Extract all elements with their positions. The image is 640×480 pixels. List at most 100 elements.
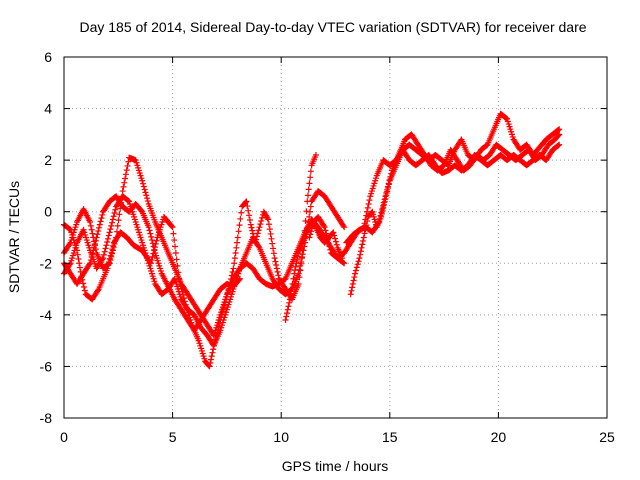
data-point (298, 255, 305, 262)
data-point (355, 258, 362, 265)
data-point (249, 227, 256, 234)
data-point (246, 212, 253, 219)
data-point (360, 234, 367, 241)
data-point (339, 255, 346, 262)
y-tick-label: -4 (40, 307, 53, 323)
data-point (93, 234, 100, 241)
data-point (86, 261, 93, 268)
data-point (257, 221, 264, 228)
data-point (245, 207, 252, 214)
data-point (112, 237, 119, 244)
data-point (74, 251, 81, 258)
data-point (288, 286, 295, 293)
data-point (75, 255, 82, 262)
data-point (381, 196, 388, 203)
data-point (91, 240, 98, 247)
data-point (106, 260, 113, 267)
y-tick-label: 0 (44, 204, 52, 220)
plot-frame (63, 56, 608, 419)
data-point (141, 186, 148, 193)
data-point (107, 226, 114, 233)
data-point (286, 299, 293, 306)
data-point (264, 215, 271, 222)
data-point (233, 244, 240, 251)
data-point (107, 257, 114, 264)
data-point (555, 142, 562, 149)
data-point (375, 220, 382, 227)
data-point (92, 237, 99, 244)
data-point (80, 280, 87, 287)
data-point (358, 244, 365, 251)
data-point (118, 193, 125, 200)
data-point (307, 174, 314, 181)
data-point (348, 287, 355, 294)
data-point (122, 171, 129, 178)
data-point (151, 246, 158, 253)
data-point (172, 249, 179, 256)
data-point (149, 240, 156, 247)
data-point (357, 248, 364, 255)
data-point (140, 180, 147, 187)
data-point (121, 179, 128, 186)
data-point (359, 224, 366, 231)
data-point (259, 214, 266, 221)
data-point (232, 249, 239, 256)
x-tick-label: 10 (273, 429, 289, 445)
data-point (295, 280, 302, 287)
data-point (111, 210, 118, 217)
data-point (235, 228, 242, 235)
data-point (76, 264, 83, 271)
data-point (105, 232, 112, 239)
data-point (255, 243, 262, 250)
data-point (353, 264, 360, 271)
data-point (66, 226, 73, 233)
data-point (294, 256, 301, 263)
data-point (306, 180, 313, 187)
data-point (237, 215, 244, 222)
data-point (172, 243, 179, 250)
data-points (61, 110, 563, 370)
data-point (307, 168, 314, 175)
data-point (322, 227, 329, 234)
data-point (89, 230, 96, 237)
data-point (352, 267, 359, 274)
data-point (287, 291, 294, 298)
data-point (271, 255, 278, 262)
data-point (253, 233, 260, 240)
data-point (326, 243, 333, 250)
data-point (349, 284, 356, 291)
data-point (108, 253, 115, 260)
data-point (115, 217, 122, 224)
data-point (380, 202, 387, 209)
data-point (289, 280, 296, 287)
data-point (255, 227, 262, 234)
data-point (272, 258, 279, 265)
data-point (270, 250, 277, 257)
data-point (142, 189, 149, 196)
data-point (103, 242, 110, 249)
y-tick-label: -8 (40, 410, 53, 426)
data-point (81, 287, 88, 294)
data-point (321, 224, 328, 231)
data-point (208, 353, 215, 360)
data-point (122, 175, 129, 182)
data-point (144, 198, 151, 205)
data-point (95, 228, 102, 235)
data-point (140, 183, 147, 190)
data-point (341, 260, 348, 267)
data-point (87, 260, 94, 267)
data-point (284, 306, 291, 313)
data-point (80, 284, 87, 291)
data-point (145, 224, 152, 231)
data-point (116, 211, 123, 218)
data-point (306, 234, 313, 241)
data-point (363, 208, 370, 215)
data-point (90, 247, 97, 254)
data-point (330, 229, 337, 236)
data-point (282, 317, 289, 324)
y-tick-label: 4 (44, 101, 52, 117)
data-point (236, 276, 243, 283)
y-tick-label: 6 (44, 49, 52, 65)
data-point (100, 255, 107, 262)
data-point (323, 230, 330, 237)
